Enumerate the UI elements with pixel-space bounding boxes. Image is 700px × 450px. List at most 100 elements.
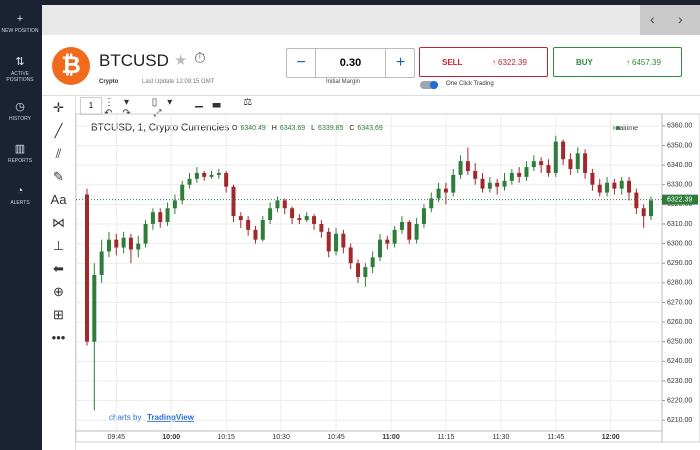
last-update: Last Update 12:09:15 GMT	[142, 79, 215, 85]
candle-body	[443, 188, 448, 193]
candle-body	[246, 220, 251, 230]
amount-box: − 0.30 +	[286, 48, 415, 78]
candle-body	[458, 161, 463, 175]
candle-body	[319, 223, 324, 232]
x-tick-label: 12:00	[602, 434, 620, 441]
ohlc-key: C	[349, 125, 354, 132]
candle-body	[348, 247, 353, 264]
ohlc-value: 6339.85	[318, 125, 343, 132]
candle-body	[253, 229, 258, 240]
candle-body	[304, 216, 309, 221]
candle-body	[370, 257, 375, 268]
candle-body	[143, 223, 148, 244]
plus[interactable]: +	[385, 49, 415, 77]
candle-body	[641, 208, 646, 217]
candle-body	[194, 172, 199, 179]
x-tick-label: 11:45	[547, 434, 564, 441]
minus[interactable]: −	[287, 49, 316, 77]
candle-body	[487, 182, 492, 189]
candle-body	[84, 194, 89, 342]
candle-body	[180, 184, 185, 201]
buy-price: 6457.39	[632, 58, 661, 67]
candle-body	[429, 198, 434, 209]
nav-item[interactable]: ◔ ALERTS	[10, 185, 30, 206]
y-tick-label: 6340.00	[667, 162, 692, 169]
candle-body	[385, 239, 390, 244]
sell-label: SELL	[442, 58, 463, 67]
nav-item[interactable]: ▥ REPORTS	[7, 143, 33, 164]
branding: charts by	[109, 413, 141, 422]
ohlc-key: O	[232, 125, 238, 132]
candle-body	[121, 237, 126, 248]
nav-label: NEW POSITION	[1, 28, 39, 34]
y-tick-label: 6300.00	[667, 240, 692, 247]
nav-item[interactable]: ◷ HISTORY	[8, 101, 32, 122]
sell-button[interactable]: SELL ↑ 6322.39	[419, 47, 548, 77]
timer[interactable]: ⏱	[194, 50, 206, 67]
next[interactable]: ›	[678, 11, 683, 27]
candle-body	[99, 251, 104, 275]
ohlc-value: 6343.69	[357, 125, 382, 132]
candle-body	[297, 218, 302, 221]
candle-body	[341, 233, 346, 248]
x-tick-label: 10:45	[327, 434, 345, 441]
amount[interactable]: 0.30	[339, 57, 362, 69]
candle-body	[92, 274, 97, 342]
last-price-label: 6322.39	[667, 196, 692, 203]
candle-body	[531, 161, 536, 168]
x-tick-label: 10:30	[272, 434, 290, 441]
candle-body	[282, 200, 287, 209]
candle-body	[407, 222, 412, 240]
main-panel: ‹ › ₿ BTCUSD ★ ⏱ Crypto Last Update 12:09…	[42, 5, 700, 450]
nav-label: REPORTS	[7, 158, 33, 164]
sidebar: + NEW POSITION ⇅ ACTIVE POSITIONS ◷ HISTORY…	[0, 0, 40, 450]
y-tick-label: 6360.00	[667, 123, 692, 130]
candle-body	[275, 200, 280, 209]
candle-body	[224, 172, 229, 187]
candle-body	[575, 153, 580, 170]
y-tick-label: 6210.00	[667, 417, 692, 424]
buy-label: BUY	[576, 58, 593, 67]
y-tick-label: 6290.00	[667, 260, 692, 267]
y-tick-label: 6320.00	[667, 201, 692, 208]
candle-body	[377, 239, 382, 258]
y-tick-label: 6250.00	[667, 339, 692, 346]
candle-body	[583, 153, 588, 173]
candle-body	[590, 172, 595, 185]
x-tick-label: 10:00	[162, 434, 180, 441]
candle-body	[106, 239, 111, 252]
candle-body	[561, 141, 566, 160]
candle-body	[509, 172, 514, 181]
y-tick-label: 6240.00	[667, 358, 692, 365]
candle-body	[414, 223, 419, 240]
y-tick-label: 6280.00	[667, 280, 692, 287]
y-tick-label: 6350.00	[667, 142, 692, 149]
favorite[interactable]: ★	[174, 52, 188, 69]
prev[interactable]: ‹	[650, 11, 655, 27]
nav-label: ALERTS	[10, 200, 30, 206]
nav-item[interactable]: ⇅ ACTIVE POSITIONS	[6, 56, 34, 83]
candle-body	[238, 216, 243, 221]
candle-body	[612, 182, 617, 189]
nav-item[interactable]: + NEW POSITION	[1, 13, 39, 34]
nav-label: ACTIVE POSITIONS	[6, 71, 34, 83]
toggle[interactable]	[420, 81, 438, 89]
x-tick-label: 10:15	[217, 434, 235, 441]
candle-body	[128, 237, 133, 250]
candle-body	[356, 263, 361, 277]
candle-body	[480, 178, 485, 189]
candle-body	[473, 170, 478, 179]
status: realtime	[613, 125, 638, 132]
candle-body	[363, 267, 368, 277]
candle-body	[649, 200, 654, 217]
candle-body	[312, 216, 317, 224]
buy-button[interactable]: BUY ↑ 6457.39	[553, 47, 682, 77]
candle-body	[553, 141, 558, 173]
divider	[42, 95, 700, 96]
candle-body	[231, 186, 236, 217]
coin-icon: ₿	[52, 47, 90, 85]
y-tick-label: 6310.00	[667, 221, 692, 228]
category: Crypto	[99, 79, 119, 85]
candle-body	[436, 188, 441, 199]
